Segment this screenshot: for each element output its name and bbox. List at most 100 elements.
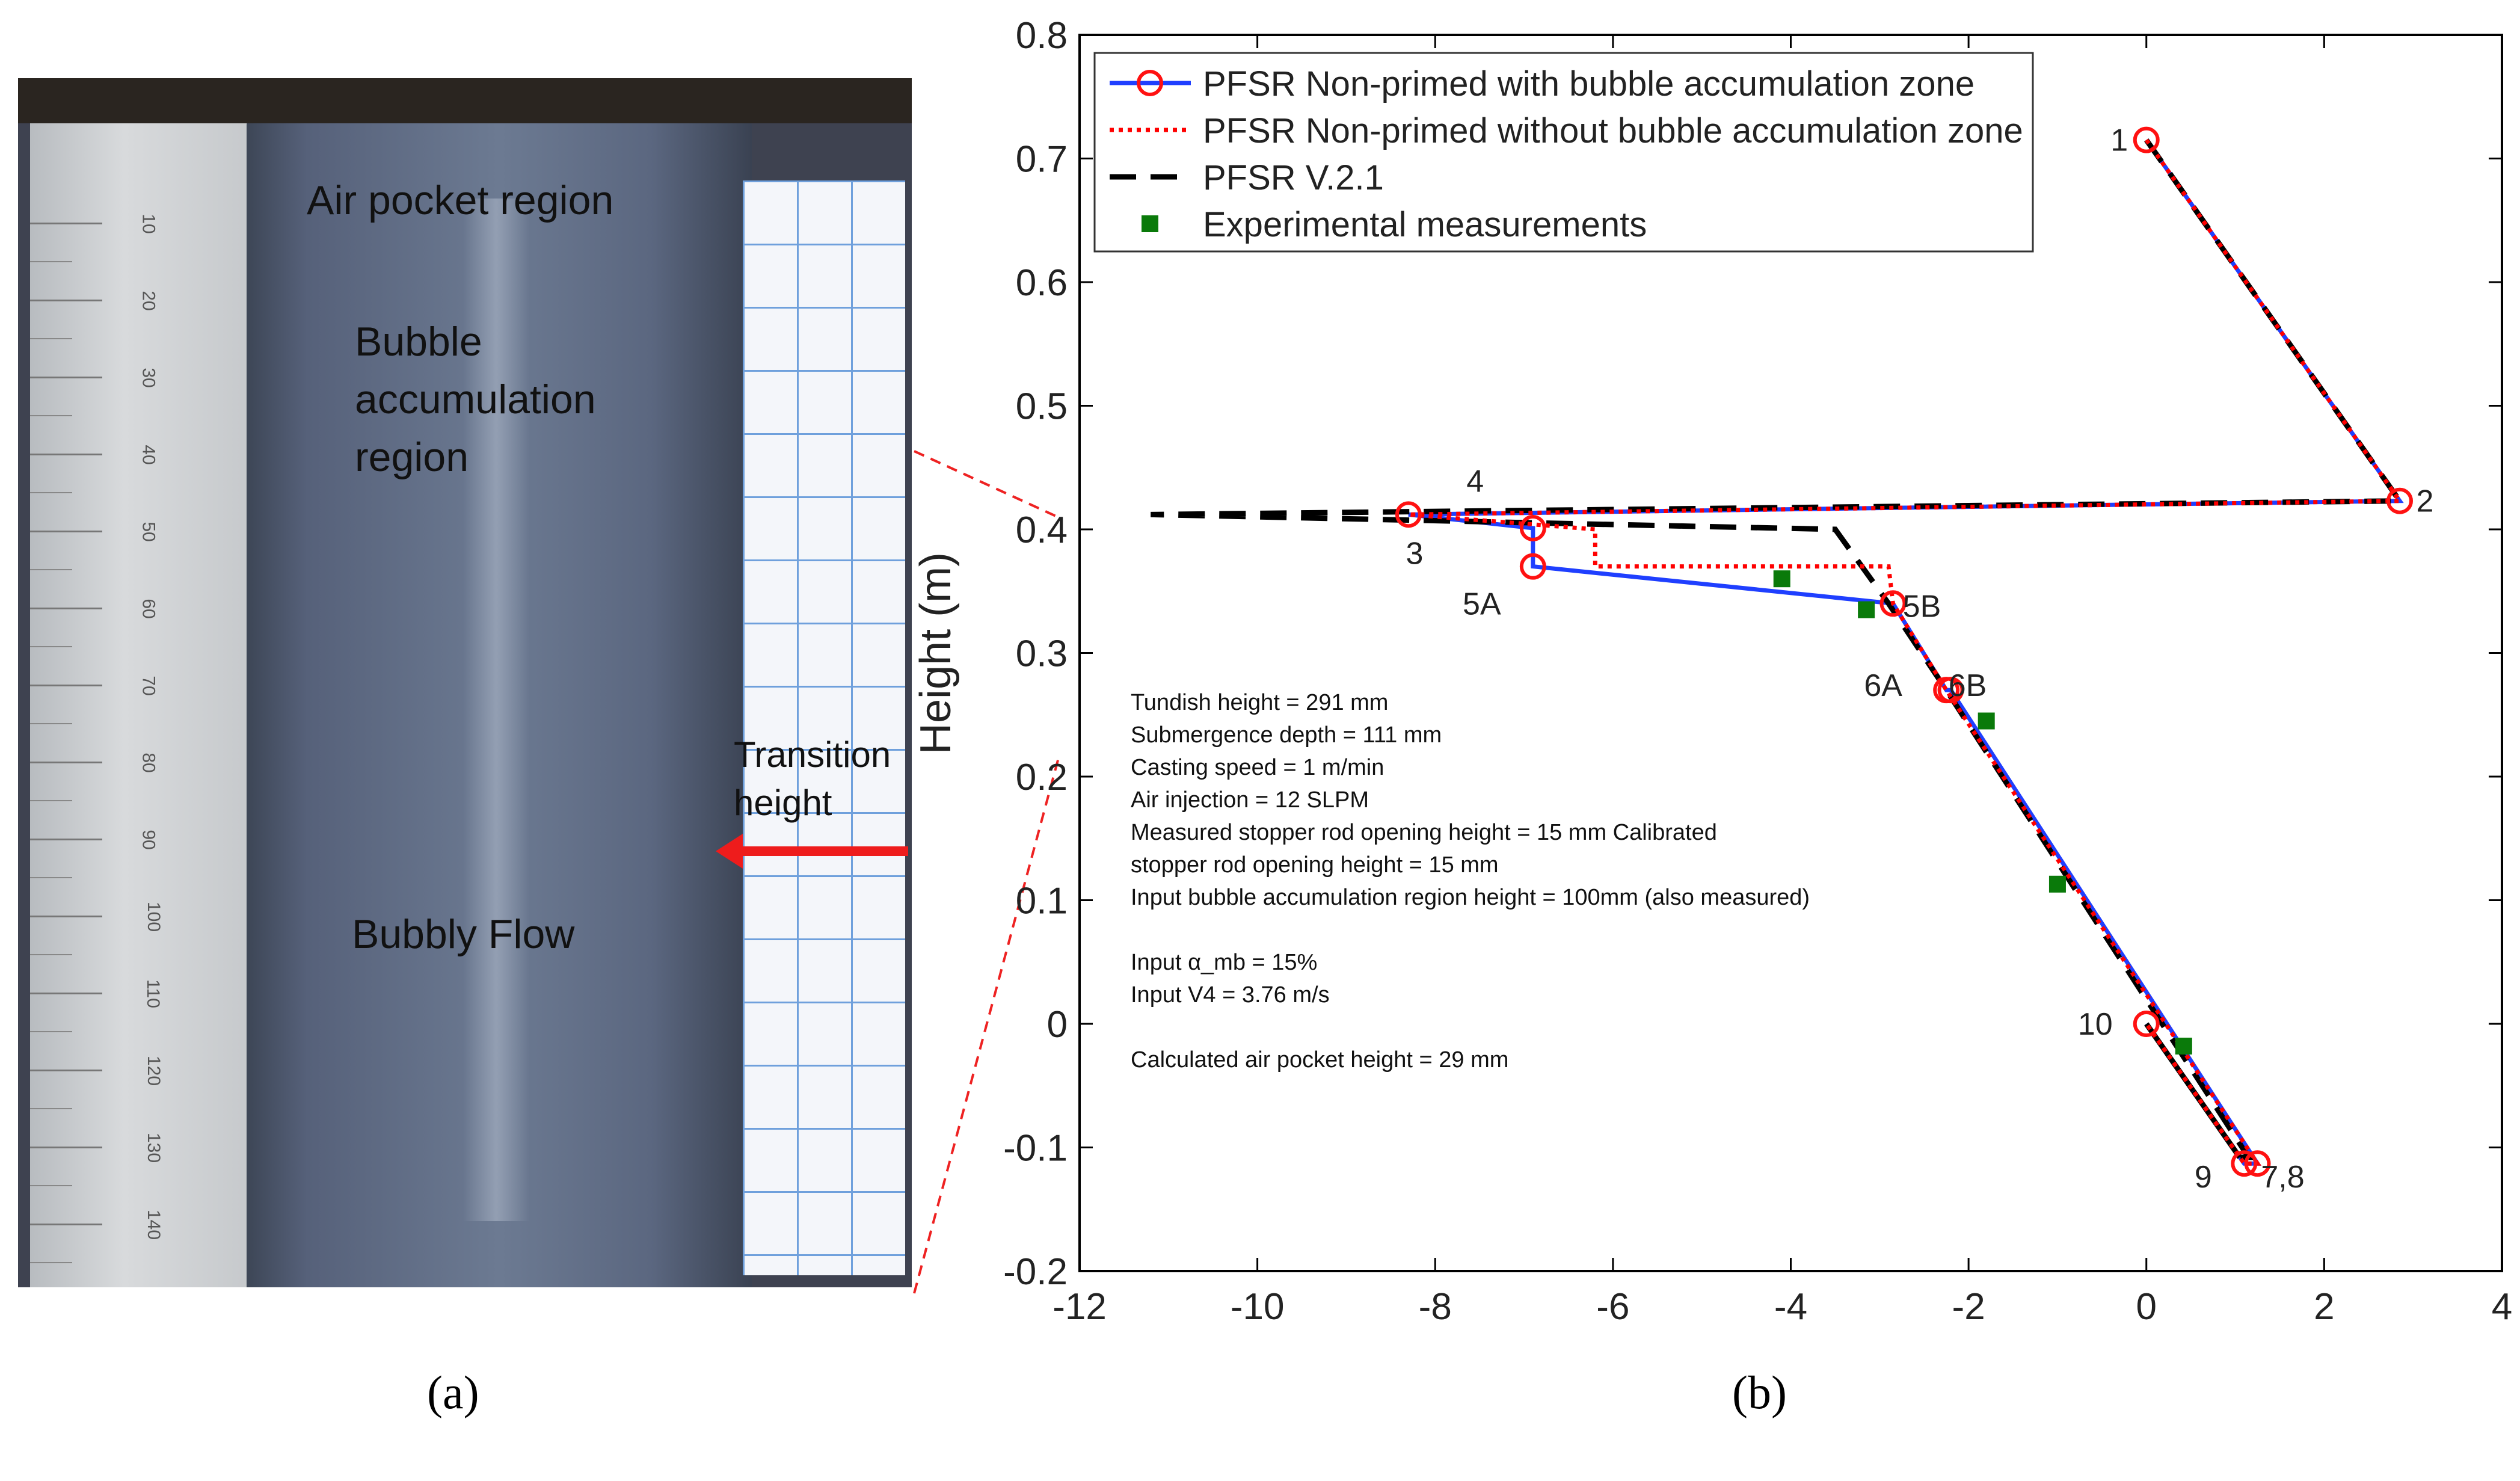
series-marker-circle [2386, 487, 2414, 514]
ruler-tick-line [30, 839, 102, 840]
ruler-minor-tick [30, 569, 72, 570]
ruler-minor-tick [30, 1262, 72, 1263]
point-label: 9 [2195, 1160, 2212, 1195]
annotation-line: Input α_mb = 15% [1131, 950, 1317, 975]
experimental-point [1858, 601, 1875, 618]
y-tick-label: 0.1 [1016, 881, 1068, 922]
ruler-minor-tick [30, 1031, 72, 1032]
x-tick-label: -12 [1053, 1286, 1107, 1328]
ruler-tick-line [30, 685, 102, 686]
ruler-minor-tick [30, 723, 72, 724]
legend-label: Experimental measurements [1203, 205, 1647, 244]
ruler-tick-line [30, 531, 102, 532]
ruler-minor-tick [30, 646, 72, 647]
transition-height-label-line2: height [734, 783, 832, 823]
transition-height-label-line1: Transition [734, 734, 891, 775]
ruler-minor-tick [30, 954, 72, 955]
experimental-point [1773, 570, 1790, 588]
top-frame [18, 78, 912, 123]
series-marker-circle [2231, 1150, 2258, 1177]
x-tick-label: -2 [1952, 1286, 1985, 1328]
legend: PFSR Non-primed with bubble accumulation… [1093, 52, 2034, 253]
ruler-tick-line [30, 608, 102, 609]
x-tick-label: 2 [2314, 1286, 2334, 1328]
ruler-tick-label: 60 [138, 599, 159, 619]
x-tick-label: 0 [2136, 1286, 2157, 1328]
y-tick-label: 0.6 [1016, 262, 1068, 304]
ruler: 10 20 30 40 50 60 70 80 90 100 110 120 130 140 [30, 120, 265, 1287]
ruler-minor-tick [30, 800, 72, 801]
ruler-tick-label: 110 [143, 979, 163, 1008]
point-label: 6B [1949, 668, 1987, 703]
annotation-line: stopper rod opening height = 15 mm [1131, 852, 1499, 878]
tube [247, 114, 752, 1287]
ruler-tick-label: 130 [144, 1132, 164, 1163]
bubble-accumulation-label-line2: accumulation [355, 377, 596, 422]
ruler-tick-label: 80 [138, 753, 159, 773]
photo-panel-a: 10 20 30 40 50 60 70 80 90 100 110 120 130 140 Air po… [18, 78, 912, 1287]
ruler-minor-tick [30, 1108, 72, 1109]
y-tick-label: 0.4 [1016, 510, 1068, 551]
annotation-line: Input V4 = 3.76 m/s [1131, 982, 1330, 1008]
caption-b: (b) [1732, 1366, 1787, 1418]
ruler-tick-line [30, 1224, 102, 1225]
x-tick-label: -8 [1419, 1286, 1452, 1328]
x-tick-label: -4 [1774, 1286, 1807, 1328]
series-marker-circle [1879, 590, 1907, 617]
caption-a: (a) [427, 1366, 479, 1418]
annotation-line: Tundish height = 291 mm [1131, 690, 1388, 715]
annotation-line: Measured stopper rod opening height = 15… [1131, 820, 1717, 845]
ruler-tick-line [30, 377, 102, 378]
y-axis-label: Height (m) [914, 552, 960, 754]
ruler-tick-label: 140 [144, 1209, 164, 1240]
ruler-minor-tick [30, 1185, 72, 1186]
series-marker-circle [2133, 126, 2160, 153]
y-tick-label: -0.2 [1003, 1251, 1068, 1293]
y-tick-label: 0.8 [1016, 15, 1068, 57]
series-line-without-bubble-zone [1408, 138, 2404, 1166]
experimental-point [2048, 875, 2066, 893]
point-label: 10 [2078, 1007, 2113, 1042]
x-tick-label: 4 [2492, 1286, 2512, 1328]
x-axis-label: Gauge pressure (kPa) [1578, 1354, 2003, 1359]
series-marker-circle [1519, 553, 1546, 580]
y-tick-label: 0.2 [1016, 757, 1068, 798]
ruler-minor-tick [30, 492, 72, 493]
ruler-tick-line [30, 223, 102, 224]
y-tick-label: -0.1 [1003, 1128, 1068, 1169]
ruler-tick-label: 120 [144, 1055, 164, 1086]
ruler-tick-label: 90 [138, 830, 159, 850]
ruler-tick-line [30, 1147, 102, 1148]
ruler-tick-line [30, 916, 102, 917]
annotation-line: Casting speed = 1 m/min [1131, 755, 1384, 780]
ruler-minor-tick [30, 415, 72, 416]
series-marker-circle [1519, 514, 1546, 541]
y-tick-label: 0.3 [1016, 633, 1068, 675]
annotation-line: Air injection = 12 SLPM [1131, 787, 1369, 813]
ruler-tick-marks: 10 20 30 40 50 60 70 80 90 100 110 120 130 140 [30, 120, 265, 1287]
bubble-accumulation-label-line1: Bubble [355, 319, 482, 365]
ruler-tick-label: 100 [144, 901, 164, 932]
ruler-tick-label: 70 [138, 676, 159, 696]
graph-paper-scale [743, 180, 905, 1275]
ruler-tick-label: 10 [138, 214, 159, 234]
ruler-tick-label: 20 [138, 291, 159, 311]
ruler-tick-line [30, 1070, 102, 1071]
ruler-minor-tick [30, 877, 72, 878]
point-label: 1 [2110, 123, 2128, 158]
y-tick-label: 0.5 [1016, 386, 1068, 428]
ruler-tick-line [30, 993, 102, 994]
legend-label: PFSR Non-primed without bubble accumulat… [1203, 111, 2023, 150]
y-tick-label: 0 [1047, 1004, 1068, 1045]
y-tick-label: 0.7 [1016, 139, 1068, 180]
point-label: 2 [2417, 484, 2434, 519]
point-labels: 1 2 3 4 5A 5B 6A 6B 10 9 7,8 [1406, 123, 2433, 1195]
y-axis-ticks: -0.2 -0.1 0 0.1 0.2 0.3 0.4 0.5 0.6 0.7 0.8 [1003, 15, 2502, 1293]
point-label: 6A [1864, 668, 1902, 703]
bubbly-flow-label: Bubbly Flow [352, 911, 575, 957]
legend-box [1093, 52, 2034, 253]
ruler-tick-label: 30 [138, 368, 159, 388]
x-tick-label: -6 [1596, 1286, 1629, 1328]
point-label: 5B [1903, 589, 1941, 624]
ruler-tick-label: 50 [138, 522, 159, 542]
